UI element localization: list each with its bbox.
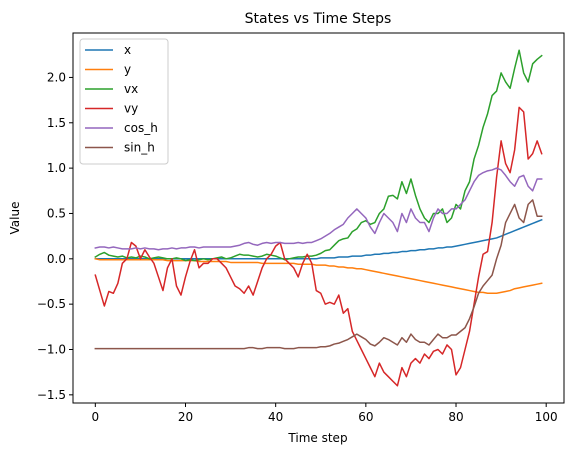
y-ticks: −1.5 −1.0 −0.5 0.0 0.5 1.0 1.5 2.0 xyxy=(37,70,73,402)
y-tick-label: 0.0 xyxy=(47,252,66,266)
series-line-sin_h xyxy=(94,199,543,350)
x-tick-label: 0 xyxy=(91,410,99,424)
x-tick-label: 60 xyxy=(358,410,373,424)
series-layer xyxy=(94,49,543,387)
y-tick-label: 1.0 xyxy=(47,161,66,175)
chart-title: States vs Time Steps xyxy=(245,11,392,27)
x-ticks: 0 20 40 60 80 100 xyxy=(91,403,558,424)
y-axis-label: Value xyxy=(8,202,22,235)
y-tick-label: −1.0 xyxy=(37,342,66,356)
series-line-vy xyxy=(94,106,543,387)
y-tick-label: 2.0 xyxy=(47,70,66,84)
plot-frame xyxy=(72,32,565,404)
y-tick-label: 1.5 xyxy=(47,116,66,130)
series-line-cos_h xyxy=(94,167,543,251)
series-line-y xyxy=(94,257,543,295)
y-tick-label: −1.5 xyxy=(37,388,66,402)
legend-label-y: y xyxy=(124,63,131,77)
series-line-vx xyxy=(94,49,543,262)
y-tick-label: 0.5 xyxy=(47,206,66,220)
legend-label-sin_h: sin_h xyxy=(124,141,155,155)
legend-label-vy: vy xyxy=(124,102,138,116)
legend-label-vx: vx xyxy=(124,82,138,96)
x-tick-label: 40 xyxy=(268,410,283,424)
x-tick-label: 20 xyxy=(178,410,193,424)
legend-label-cos_h: cos_h xyxy=(124,121,158,135)
x-axis-label: Time step xyxy=(287,431,347,445)
x-tick-label: 100 xyxy=(535,410,558,424)
y-tick-label: −0.5 xyxy=(37,297,66,311)
legend: xy vx vy cos_h sin_h xyxy=(79,38,169,165)
x-tick-label: 80 xyxy=(448,410,463,424)
legend-label-x: x xyxy=(124,43,131,57)
